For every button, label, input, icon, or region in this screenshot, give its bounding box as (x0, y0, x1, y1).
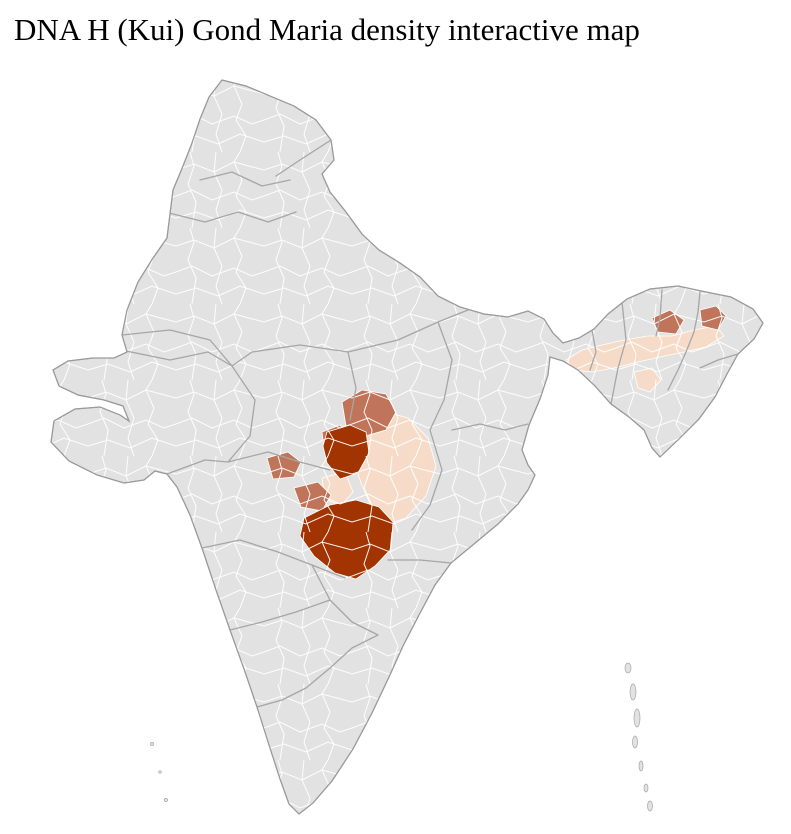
lakshadweep-islands (150, 742, 168, 802)
urban-district-patch[interactable] (527, 441, 549, 469)
state-boundaries (121, 139, 739, 708)
page-title: DNA H (Kui) Gond Maria density interacti… (14, 12, 640, 47)
district-boundaries (51, 80, 763, 814)
andaman-nicobar-islands (624, 662, 653, 812)
